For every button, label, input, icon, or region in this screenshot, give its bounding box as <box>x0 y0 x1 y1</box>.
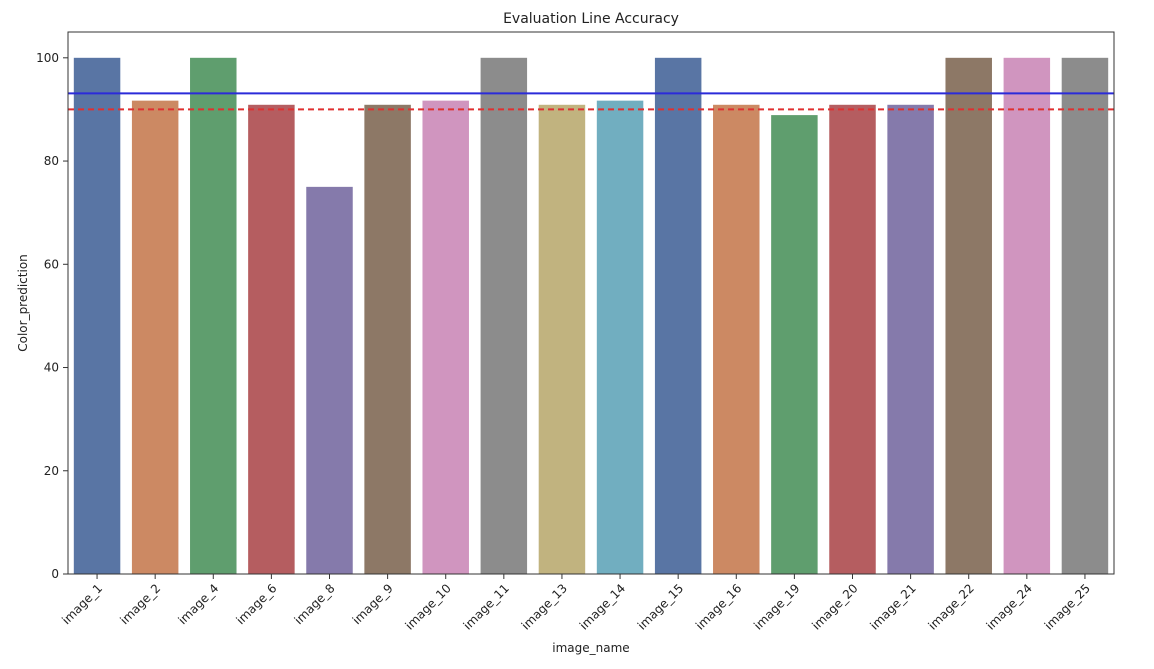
x-tick-label: image_24 <box>984 581 1035 632</box>
bar-image-10 <box>422 100 469 575</box>
x-tick-label: image_4 <box>175 581 221 627</box>
bar-image-8 <box>306 186 353 574</box>
y-tick-label: 100 <box>36 51 59 65</box>
reference-lines-group <box>68 92 1114 111</box>
x-tick-label: image_2 <box>117 581 163 627</box>
bar-image-2 <box>131 100 179 575</box>
bar-image-21 <box>887 104 934 574</box>
x-tick-label: image_11 <box>461 581 512 632</box>
y-axis-label: Color_prediction <box>16 254 30 352</box>
y-tick-label: 20 <box>44 464 59 478</box>
x-tick-label: image_22 <box>925 581 976 632</box>
bar-image-4 <box>190 57 237 575</box>
bar-image-22 <box>945 57 992 575</box>
y-tick-label: 40 <box>44 361 59 375</box>
y-tick-label: 80 <box>44 154 59 168</box>
x-axis: image_1 image_2 image_4 image_6 image_8 image… <box>59 574 1093 633</box>
x-tick-label: image_14 <box>577 581 628 632</box>
bar-image-9 <box>364 104 411 574</box>
bar-image-25 <box>1061 57 1109 575</box>
bar-image-19 <box>771 115 818 575</box>
x-tick-label: image_13 <box>519 581 570 632</box>
y-axis: 0 20 40 60 80 100 <box>36 51 68 581</box>
bar-image-15 <box>654 57 702 575</box>
chart-title: Evaluation Line Accuracy <box>503 11 679 27</box>
x-tick-label: image_15 <box>635 581 686 632</box>
bar-image-24 <box>1003 57 1051 575</box>
x-tick-label: image_21 <box>867 581 918 632</box>
y-tick-label: 60 <box>44 257 59 271</box>
bar-image-1 <box>73 57 121 575</box>
x-tick-label: image_6 <box>234 581 280 627</box>
x-tick-label: image_8 <box>292 581 338 627</box>
x-tick-label: image_20 <box>809 581 860 632</box>
bar-image-20 <box>829 104 876 574</box>
bar-image-11 <box>480 57 528 575</box>
x-tick-label: image_10 <box>402 581 453 632</box>
x-tick-label: image_16 <box>693 581 744 632</box>
x-tick-label: image_9 <box>350 581 396 627</box>
x-tick-label: image_25 <box>1042 581 1093 632</box>
bar-image-13 <box>538 104 586 574</box>
y-tick-label: 0 <box>51 567 59 581</box>
bar-image-6 <box>248 104 295 574</box>
bars-group <box>73 57 1109 575</box>
x-tick-label: image_19 <box>751 581 802 632</box>
x-axis-label: image_name <box>552 641 629 655</box>
bar-image-16 <box>713 104 760 574</box>
bar-image-14 <box>596 100 644 575</box>
plot-frame <box>67 31 1115 575</box>
x-tick-label: image_1 <box>59 581 105 627</box>
